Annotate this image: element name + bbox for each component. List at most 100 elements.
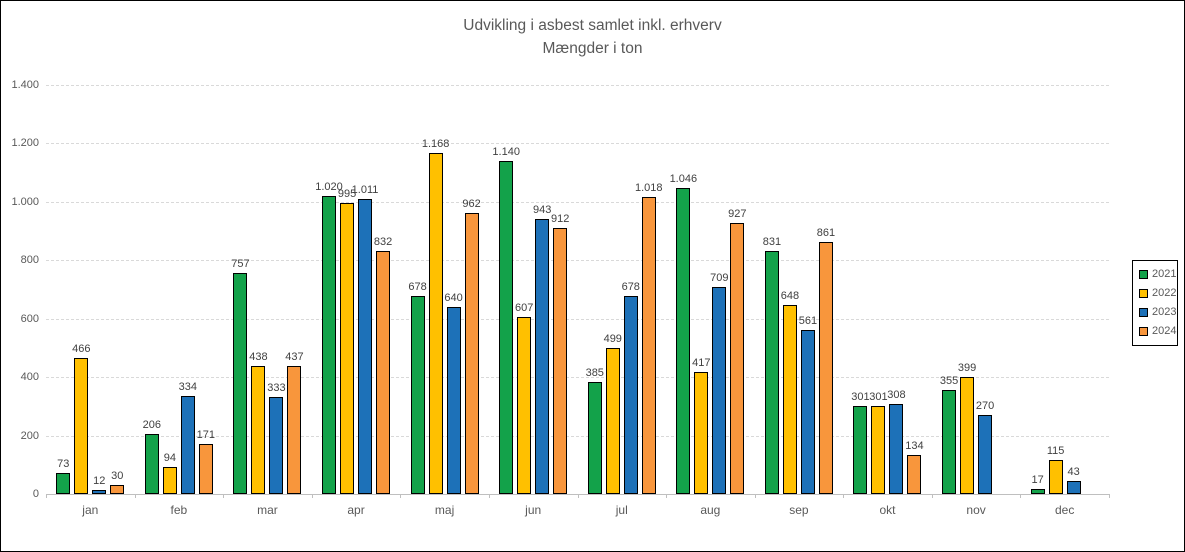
gridline-1.200 [46, 143, 1109, 145]
bar-2023-nov [978, 415, 993, 494]
bar-2024-feb [198, 444, 213, 494]
bar-slot-2023-sep: 561 [799, 85, 817, 494]
x-axis-category-label: mar [257, 503, 278, 517]
legend-swatch-2022 [1139, 288, 1148, 298]
x-axis-category-label: apr [347, 503, 365, 517]
y-axis-tick-label: 200 [20, 429, 39, 442]
y-axis-tick-label: 0 [32, 488, 39, 500]
bar-slot-2022-nov: 399 [958, 85, 976, 494]
bar-value-label: 466 [72, 343, 91, 355]
bar-2023-jun [535, 219, 550, 494]
bar-slot-2024-feb: 171 [197, 85, 215, 494]
bar-group-apr: 1.020 995 1.011 832 apr [312, 85, 401, 517]
bar-slot-2021-okt: 301 [851, 85, 870, 494]
bar-value-label: 943 [532, 204, 552, 216]
bar-2023-maj [446, 307, 461, 494]
bar-slot-2024-jan: 30 [110, 85, 125, 494]
bar-group-jan: 73 466 12 30 jan [46, 85, 135, 517]
bar-value-label: 438 [249, 351, 268, 363]
x-axis-category-label: feb [170, 503, 188, 517]
legend-label: 2021 [1152, 268, 1177, 280]
bar-group-feb: 206 94 334 171 feb [135, 85, 224, 517]
bar-group-mar: 757 438 333 437 mar [223, 85, 312, 517]
bar-slot-2022-dec: 115 [1047, 85, 1064, 494]
bar-value-label: 640 [444, 292, 463, 304]
bar-slot-2021-maj: 678 [408, 85, 427, 494]
x-axis-tick [577, 494, 579, 498]
bar-slot-2024-maj: 962 [462, 85, 481, 494]
gridline-400 [46, 377, 1109, 379]
bar-2023-dec [1066, 481, 1081, 494]
x-axis-tick [223, 494, 225, 498]
bar-slot-2021-mar: 757 [231, 85, 250, 494]
x-axis-category-label: nov [966, 503, 986, 517]
bar-2021-dec [1030, 489, 1045, 494]
bar-value-label: 1.140 [492, 146, 520, 158]
bar-slot-2023-aug: 709 [710, 85, 729, 494]
x-axis-tick [666, 494, 668, 498]
gridline-1.000 [46, 201, 1109, 203]
bar-value-label: 1.011 [351, 184, 379, 196]
bar-group-okt: 301 301 308 134 okt [843, 85, 932, 517]
bar-slot-2022-maj: 1.168 [422, 85, 449, 494]
y-axis-tick-label: 1.200 [11, 137, 39, 150]
bar-2024-jul [641, 197, 656, 494]
gridline-200 [46, 435, 1109, 437]
bar-2023-okt [889, 404, 904, 494]
bar-value-label: 995 [337, 188, 357, 200]
gridline-1.400 [46, 85, 1109, 86]
bar-value-label: 355 [939, 375, 959, 387]
bar-slot-2022-apr: 995 [337, 85, 357, 494]
bar-2021-okt [853, 406, 868, 494]
legend: 2021 2022 2023 2024 [1132, 260, 1178, 346]
bar-value-label: 678 [621, 281, 640, 293]
bar-value-label: 417 [692, 357, 711, 369]
bar-value-label: 333 [267, 382, 286, 394]
bar-2022-aug [694, 372, 709, 494]
gridline-600 [46, 318, 1109, 320]
legend-swatch-2021 [1139, 269, 1148, 279]
bar-slot-2023-okt: 308 [887, 85, 906, 494]
bar-slot-2022-aug: 417 [692, 85, 711, 494]
bar-slot-2023-jun: 943 [532, 85, 552, 494]
bar-2024-sep [818, 242, 833, 494]
bar-slot-2024-aug: 927 [728, 85, 747, 494]
bar-2021-mar [233, 273, 248, 494]
bar-slot-2024-nov [996, 85, 1010, 494]
bar-2023-sep [800, 330, 815, 494]
x-axis-category-label: jan [82, 503, 99, 517]
bar-group-nov: 355 399 270 nov [932, 85, 1021, 517]
bar-group-jun: 1.140 607 943 912 jun [489, 85, 578, 517]
bar-2022-jul [605, 348, 620, 494]
bar-2021-jan [56, 473, 71, 494]
x-axis-category-label: jul [615, 503, 628, 517]
bar-2024-apr [376, 251, 391, 494]
bar-value-label: 1.046 [669, 173, 698, 185]
bar-slot-2023-jan: 12 [92, 85, 107, 494]
bar-slot-2021-jun: 1.140 [492, 85, 520, 494]
bar-slot-2024-dec [1085, 85, 1099, 494]
x-axis-tick [400, 494, 402, 498]
bar-group-maj: 678 1.168 640 962 maj [400, 85, 489, 517]
bar-value-label: 385 [585, 367, 604, 379]
bar-slot-2022-feb: 94 [162, 85, 177, 494]
bar-slot-2022-sep: 648 [781, 85, 799, 494]
bar-2024-aug [730, 223, 745, 494]
bar-value-label: 270 [975, 400, 995, 412]
legend-item-2024: 2024 [1139, 325, 1176, 337]
bar-slot-2021-dec: 17 [1030, 85, 1045, 494]
bar-2024-maj [464, 213, 479, 494]
bar-value-label: 308 [887, 389, 906, 401]
legend-swatch-2023 [1139, 307, 1148, 317]
y-axis-tick-label: 800 [20, 254, 39, 267]
bar-2022-mar [251, 366, 266, 494]
bar-slot-2021-aug: 1.046 [670, 85, 697, 494]
bar-value-label: 607 [514, 302, 534, 314]
legend-item-2022: 2022 [1139, 287, 1176, 299]
bar-value-label: 962 [462, 198, 481, 210]
bar-2021-jul [587, 382, 602, 494]
bar-2022-sep [782, 305, 797, 494]
bar-value-label: 30 [111, 470, 124, 482]
bar-value-label: 912 [550, 213, 570, 225]
x-axis-category-label: jun [525, 503, 542, 517]
